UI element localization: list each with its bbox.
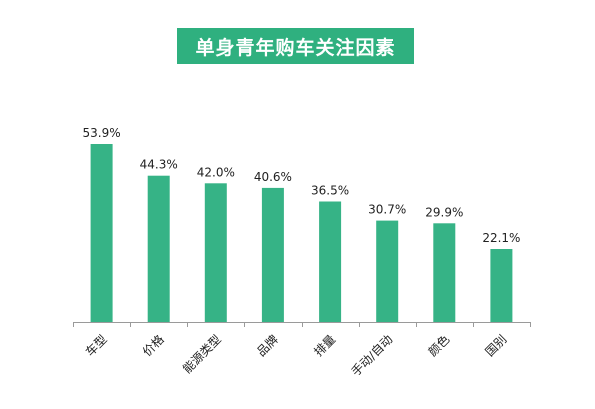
bar xyxy=(433,223,456,322)
data-label: 36.5% xyxy=(311,184,349,198)
bar xyxy=(319,201,342,322)
chart-title-banner: 单身青年购车关注因素 xyxy=(177,28,414,64)
x-tick-label: 手动/自动 xyxy=(349,332,396,379)
data-label: 42.0% xyxy=(197,165,235,179)
x-tick-label: 颜色 xyxy=(425,332,453,360)
bar xyxy=(90,144,113,322)
bar xyxy=(147,175,170,322)
data-label: 30.7% xyxy=(368,203,406,217)
category-labels-group: 车型 价格 能源类型 品牌 排量 手动/自动 颜色 国别 xyxy=(82,332,509,379)
x-tick-label: 排量 xyxy=(311,332,338,359)
data-label: 40.6% xyxy=(254,170,292,184)
bar xyxy=(376,220,399,322)
bar xyxy=(204,183,227,322)
x-tick-label: 品牌 xyxy=(254,332,281,359)
x-tick-label: 能源类型 xyxy=(180,332,224,376)
data-label: 44.3% xyxy=(140,158,178,172)
data-label: 53.9% xyxy=(83,126,121,140)
value-labels-group: 53.9% 44.3% 42.0% 40.6% 36.5% 30.7% 29.9% 22.1% xyxy=(83,126,521,245)
data-label: 29.9% xyxy=(425,205,463,219)
x-tick-label: 国别 xyxy=(483,332,510,359)
bar xyxy=(490,249,513,322)
data-label: 22.1% xyxy=(482,231,520,245)
x-tick-label: 车型 xyxy=(82,332,110,360)
chart-title: 单身青年购车关注因素 xyxy=(195,36,396,59)
x-axis xyxy=(73,322,531,327)
x-tick-label: 价格 xyxy=(139,332,167,360)
bar xyxy=(261,187,284,322)
bars-group xyxy=(90,144,513,322)
